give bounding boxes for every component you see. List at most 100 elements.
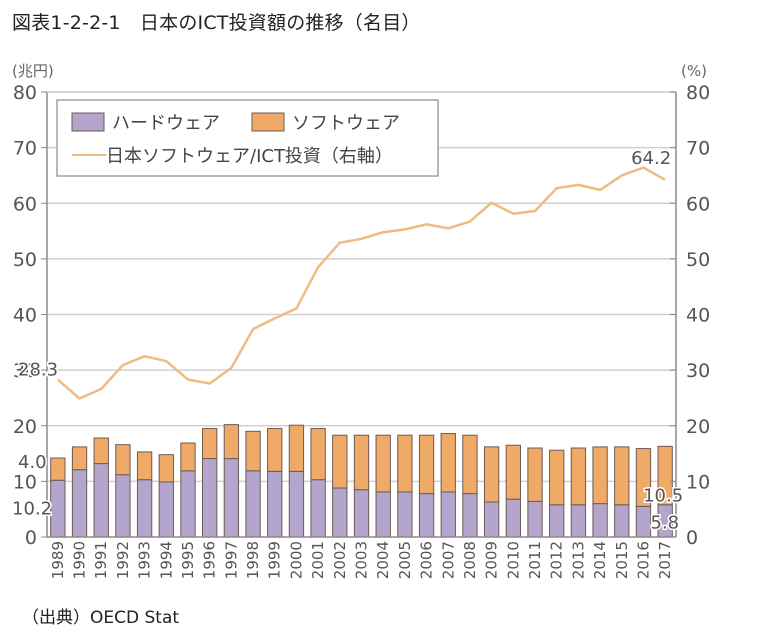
bar-hardware: [570, 504, 587, 538]
bar-software: [202, 428, 218, 460]
left-tick-label: 60: [13, 193, 37, 215]
bar-software: [223, 424, 240, 460]
x-tick-label: 2005: [396, 541, 414, 579]
right-tick-label: 0: [686, 527, 698, 549]
bar-software: [332, 434, 348, 489]
x-tick-label: 2006: [418, 541, 436, 579]
bar-software: [93, 437, 109, 465]
bar-software: [71, 446, 88, 471]
bar-hardware: [462, 493, 478, 538]
bar-software: [245, 430, 261, 472]
bar-hardware: [93, 463, 109, 538]
annotation-hardware-2017: 5.8: [651, 513, 680, 534]
x-tick-label: 1990: [71, 541, 89, 579]
bars: [50, 424, 673, 538]
x-tick-label: 2016: [634, 541, 652, 579]
bar-hardware: [418, 493, 435, 538]
x-tick-label: 2001: [309, 541, 327, 579]
bar-hardware: [375, 491, 391, 538]
bar-hardware: [592, 503, 608, 538]
x-tick-label: 2009: [483, 541, 501, 579]
bar-hardware: [332, 487, 348, 538]
ratio-line: [56, 166, 666, 400]
right-tick-label: 60: [686, 193, 710, 215]
x-tick-label: 2017: [656, 541, 674, 579]
legend-label-software: ソフトウェア: [292, 113, 400, 134]
x-tick-label: 2008: [461, 541, 479, 579]
left-tick-label: 10: [13, 471, 37, 493]
annotation-software-2017: 10.5: [643, 485, 683, 506]
x-tick-label: 1997: [222, 541, 240, 579]
bar-software: [50, 457, 66, 481]
left-tick-label: 30: [13, 360, 37, 382]
x-tick-label: 2007: [439, 541, 457, 579]
bar-hardware: [50, 479, 66, 538]
x-tick-label: 2011: [526, 541, 544, 579]
bar-software: [549, 449, 565, 506]
bar-software: [397, 434, 413, 493]
bar-hardware: [180, 470, 196, 538]
left-axis-unit: (兆円): [12, 62, 54, 80]
left-tick-label: 40: [13, 305, 37, 327]
left-tick-label: 20: [13, 416, 37, 438]
x-tick-label: 2010: [504, 541, 522, 579]
bar-hardware: [267, 470, 283, 538]
x-tick-label: 1991: [92, 541, 110, 579]
legend-label-hardware: ハードウェア: [112, 113, 220, 134]
bar-software: [418, 434, 435, 495]
x-tick-label: 1993: [136, 541, 154, 579]
x-tick-label: 2000: [287, 541, 305, 579]
bar-software: [527, 447, 543, 502]
bar-software: [375, 434, 391, 493]
bar-hardware: [158, 481, 174, 538]
bar-hardware: [549, 504, 565, 538]
bar-hardware: [202, 458, 218, 538]
bar-software: [288, 424, 305, 472]
bar-software: [180, 442, 196, 472]
right-tick-label: 80: [686, 82, 710, 104]
x-tick-label: 2004: [374, 541, 392, 579]
annotation-line-1989: 28.3: [18, 360, 58, 381]
legend-swatch-hardware: [71, 112, 105, 132]
bar-software: [635, 448, 652, 507]
left-tick-label: 50: [13, 249, 37, 271]
axes: [41, 91, 677, 538]
right-tick-label: 50: [686, 249, 710, 271]
x-tick-label: 2014: [591, 541, 609, 579]
bar-hardware: [71, 469, 88, 538]
line-software-ratio: [56, 166, 666, 400]
bar-software: [267, 428, 283, 472]
bar-hardware: [483, 501, 500, 538]
bar-hardware: [310, 479, 326, 538]
x-tick-label: 1994: [157, 541, 175, 579]
right-tick-label: 30: [686, 360, 710, 382]
bar-hardware: [245, 470, 261, 538]
right-axis-unit: (%): [681, 62, 707, 80]
bar-software: [657, 445, 673, 506]
right-tick-label: 10: [686, 471, 710, 493]
left-tick-label: 70: [13, 138, 37, 160]
bar-hardware: [614, 504, 630, 538]
right-tick-label: 70: [686, 138, 710, 160]
bar-software: [136, 451, 153, 481]
source-note: （出典）OECD Stat: [22, 608, 180, 628]
legend-box: [56, 99, 439, 177]
bar-software: [115, 444, 131, 476]
bar-hardware: [288, 470, 305, 538]
annotations: 28.3 4.0 10.2 64.2 10.5 5.8: [11, 146, 685, 535]
x-tick-label: 1996: [201, 541, 219, 579]
x-tick-label: 2012: [548, 541, 566, 579]
bar-hardware: [527, 500, 543, 538]
legend-label-ratio-line: 日本ソフトウェア/ICT投資（右軸）: [106, 146, 393, 167]
x-tick-label: 2002: [331, 541, 349, 579]
left-tick-label: 80: [13, 82, 37, 104]
bar-software: [614, 446, 630, 506]
bar-software: [353, 434, 370, 491]
x-tick-label: 2015: [613, 541, 631, 579]
bar-hardware: [136, 479, 153, 538]
bar-hardware: [353, 489, 370, 538]
bar-hardware: [223, 458, 240, 538]
right-tick-label: 40: [686, 305, 710, 327]
